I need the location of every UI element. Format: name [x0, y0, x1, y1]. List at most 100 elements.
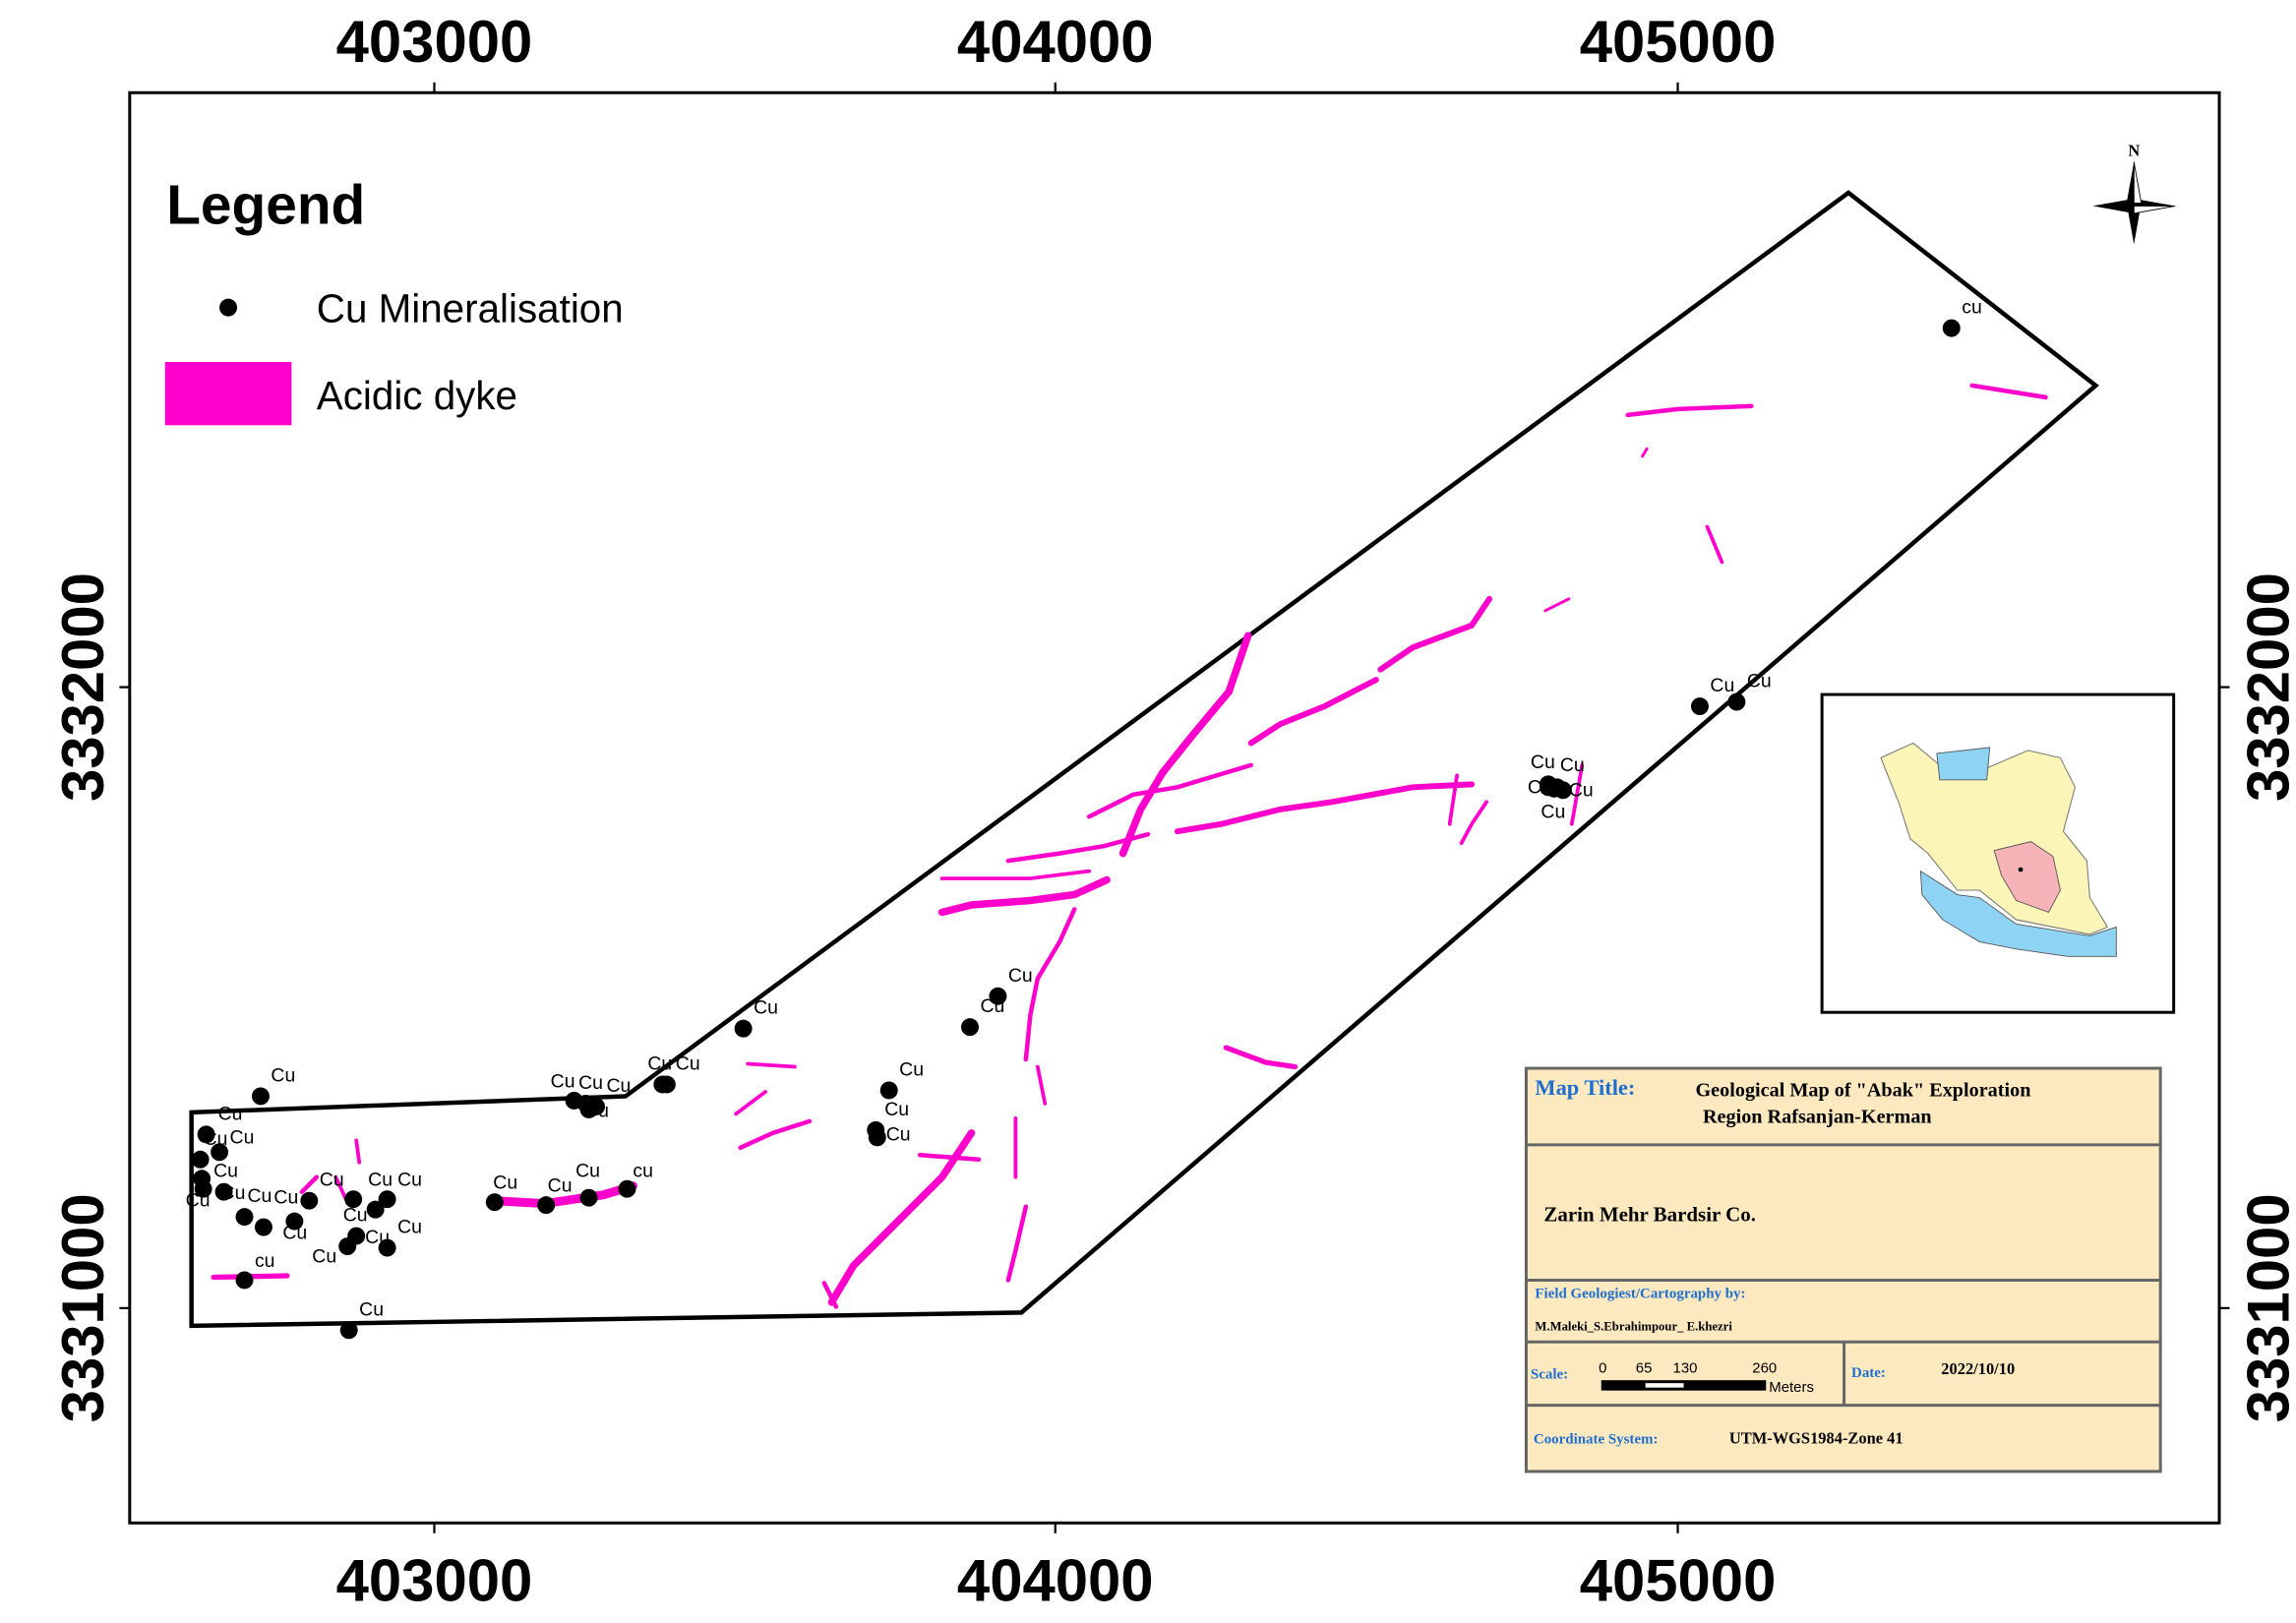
cu-point-label: Cu [1747, 671, 1772, 692]
cu-point [214, 1182, 233, 1201]
cu-point-label: Cu [359, 1298, 384, 1320]
cu-point-label: Cu [218, 1103, 243, 1124]
frame-ticks [119, 82, 2230, 1533]
cu-point-label: Cu [493, 1172, 517, 1194]
x-tick-top-403000: 403000 [336, 9, 533, 75]
cu-point-label: Cu [1528, 776, 1552, 798]
cu-point [235, 1208, 254, 1227]
cu-point-label: Cu [980, 995, 1004, 1017]
cu-point [254, 1218, 272, 1236]
cu-point [366, 1200, 385, 1219]
scale-label: Scale: [1531, 1367, 1568, 1383]
cu-point [191, 1150, 210, 1169]
acidic-dyke [1247, 677, 1379, 747]
scale-tick-260: 260 [1752, 1360, 1777, 1377]
acidic-dyke [1086, 762, 1253, 819]
cu-point [537, 1196, 556, 1215]
cu-point [1942, 319, 1961, 337]
cu-point [657, 1075, 676, 1094]
cu-point [344, 1190, 363, 1209]
company-name: Zarin Mehr Bardsir Co. [1543, 1203, 1756, 1227]
y-tick-left-3331000: 3331000 [50, 1193, 116, 1422]
cu-point [378, 1190, 396, 1209]
cu-point [579, 1100, 598, 1118]
cu-point-label: Cu [397, 1170, 422, 1191]
cu-point [1690, 697, 1709, 716]
x-tick-bottom-405000: 405000 [1580, 1548, 1777, 1614]
acidic-dyke [1705, 524, 1724, 565]
legend-item-cu: Cu Mineralisation [317, 286, 624, 331]
cu-point [197, 1125, 215, 1144]
cu-point [1544, 779, 1563, 798]
acidic-dyke [1035, 1064, 1048, 1106]
acidic-dyke [1118, 631, 1252, 858]
cu-point-label: Cu [397, 1217, 422, 1238]
date-value: 2022/10/10 [1941, 1359, 2015, 1378]
cu-point-label: Cu [676, 1053, 700, 1075]
map-title-line1: Geological Map of "Abak" Exploration [1695, 1079, 2030, 1101]
cu-point-label: Cu [1008, 965, 1033, 987]
scale-tick-0: 0 [1599, 1360, 1606, 1377]
north-label: N [2128, 142, 2140, 160]
cu-point-label: cu [633, 1161, 653, 1182]
acidic-dyke [1625, 403, 1754, 418]
cu-point-label: Cu [647, 1053, 672, 1075]
acidic-dyke [1459, 800, 1488, 846]
cu-point-label: Cu [230, 1126, 255, 1148]
acidic-dyke [746, 1061, 797, 1069]
acidic-dyke [299, 1174, 320, 1194]
cu-point-label: Cu [368, 1170, 393, 1191]
cu-point-label: Cu [884, 1099, 909, 1120]
acidic-dyke [1543, 597, 1571, 613]
acidic-dyke [917, 1153, 982, 1163]
cu-point [378, 1238, 396, 1257]
legend-dot-symbol [219, 298, 238, 317]
cu-point-label: Cu [1710, 675, 1734, 696]
cu-point [194, 1179, 212, 1198]
cu-point-label: Cu [607, 1075, 632, 1097]
scale-tick-65: 65 [1636, 1360, 1653, 1377]
acidic-dyke [1377, 595, 1493, 673]
y-tick-right-3332000: 3332000 [2235, 572, 2296, 802]
cu-point [879, 1081, 898, 1100]
coordinate-system-label: Coordinate System: [1534, 1431, 1659, 1447]
cu-point [961, 1018, 979, 1037]
cu-point [734, 1019, 753, 1038]
cu-point-label: Cu [1531, 751, 1555, 773]
cu-point [579, 1188, 598, 1207]
acidic-dyke [1641, 447, 1649, 458]
authors-label: Field Geologiest/Cartography by: [1535, 1286, 1745, 1301]
acidic-dyke [1005, 831, 1151, 864]
acidic-dyke [333, 1174, 348, 1202]
acidic-dyke [738, 1118, 813, 1151]
x-tick-bottom-404000: 404000 [957, 1548, 1154, 1614]
x-tick-bottom-403000: 403000 [336, 1548, 533, 1614]
cu-point [618, 1179, 636, 1198]
scale-tick-130: 130 [1673, 1360, 1698, 1377]
cu-point [211, 1143, 229, 1162]
iran-inset-map [1820, 692, 2176, 1014]
acidic-dyke [937, 875, 1111, 917]
cu-point-label: Cu [213, 1161, 238, 1182]
cu-point-label: Cu [343, 1205, 368, 1227]
date-label: Date: [1851, 1365, 1886, 1381]
acidic-dyke [1005, 1204, 1029, 1283]
authors: M.Maleki_S.Ebrahimpour_ E.khezri [1535, 1319, 1732, 1333]
legend-title: Legend [166, 174, 365, 236]
cu-point [989, 987, 1007, 1005]
cu-point-label: Cu [584, 1100, 609, 1121]
acidic-dykes [211, 383, 2048, 1309]
study-area-boundary [189, 190, 2099, 1329]
cu-point [300, 1191, 319, 1210]
x-tick-top-405000: 405000 [1580, 9, 1777, 75]
legend-dyke-symbol [164, 361, 292, 426]
acidic-dyke [734, 1090, 767, 1116]
cu-point-label: Cu [886, 1123, 911, 1145]
cu-point [347, 1227, 366, 1245]
acidic-dyke [488, 1181, 637, 1209]
y-tick-right-3331000: 3331000 [2235, 1193, 2296, 1422]
cu-point [235, 1271, 254, 1290]
acidic-dyke [1447, 773, 1460, 826]
cu-point-label: Cu [1569, 779, 1594, 801]
